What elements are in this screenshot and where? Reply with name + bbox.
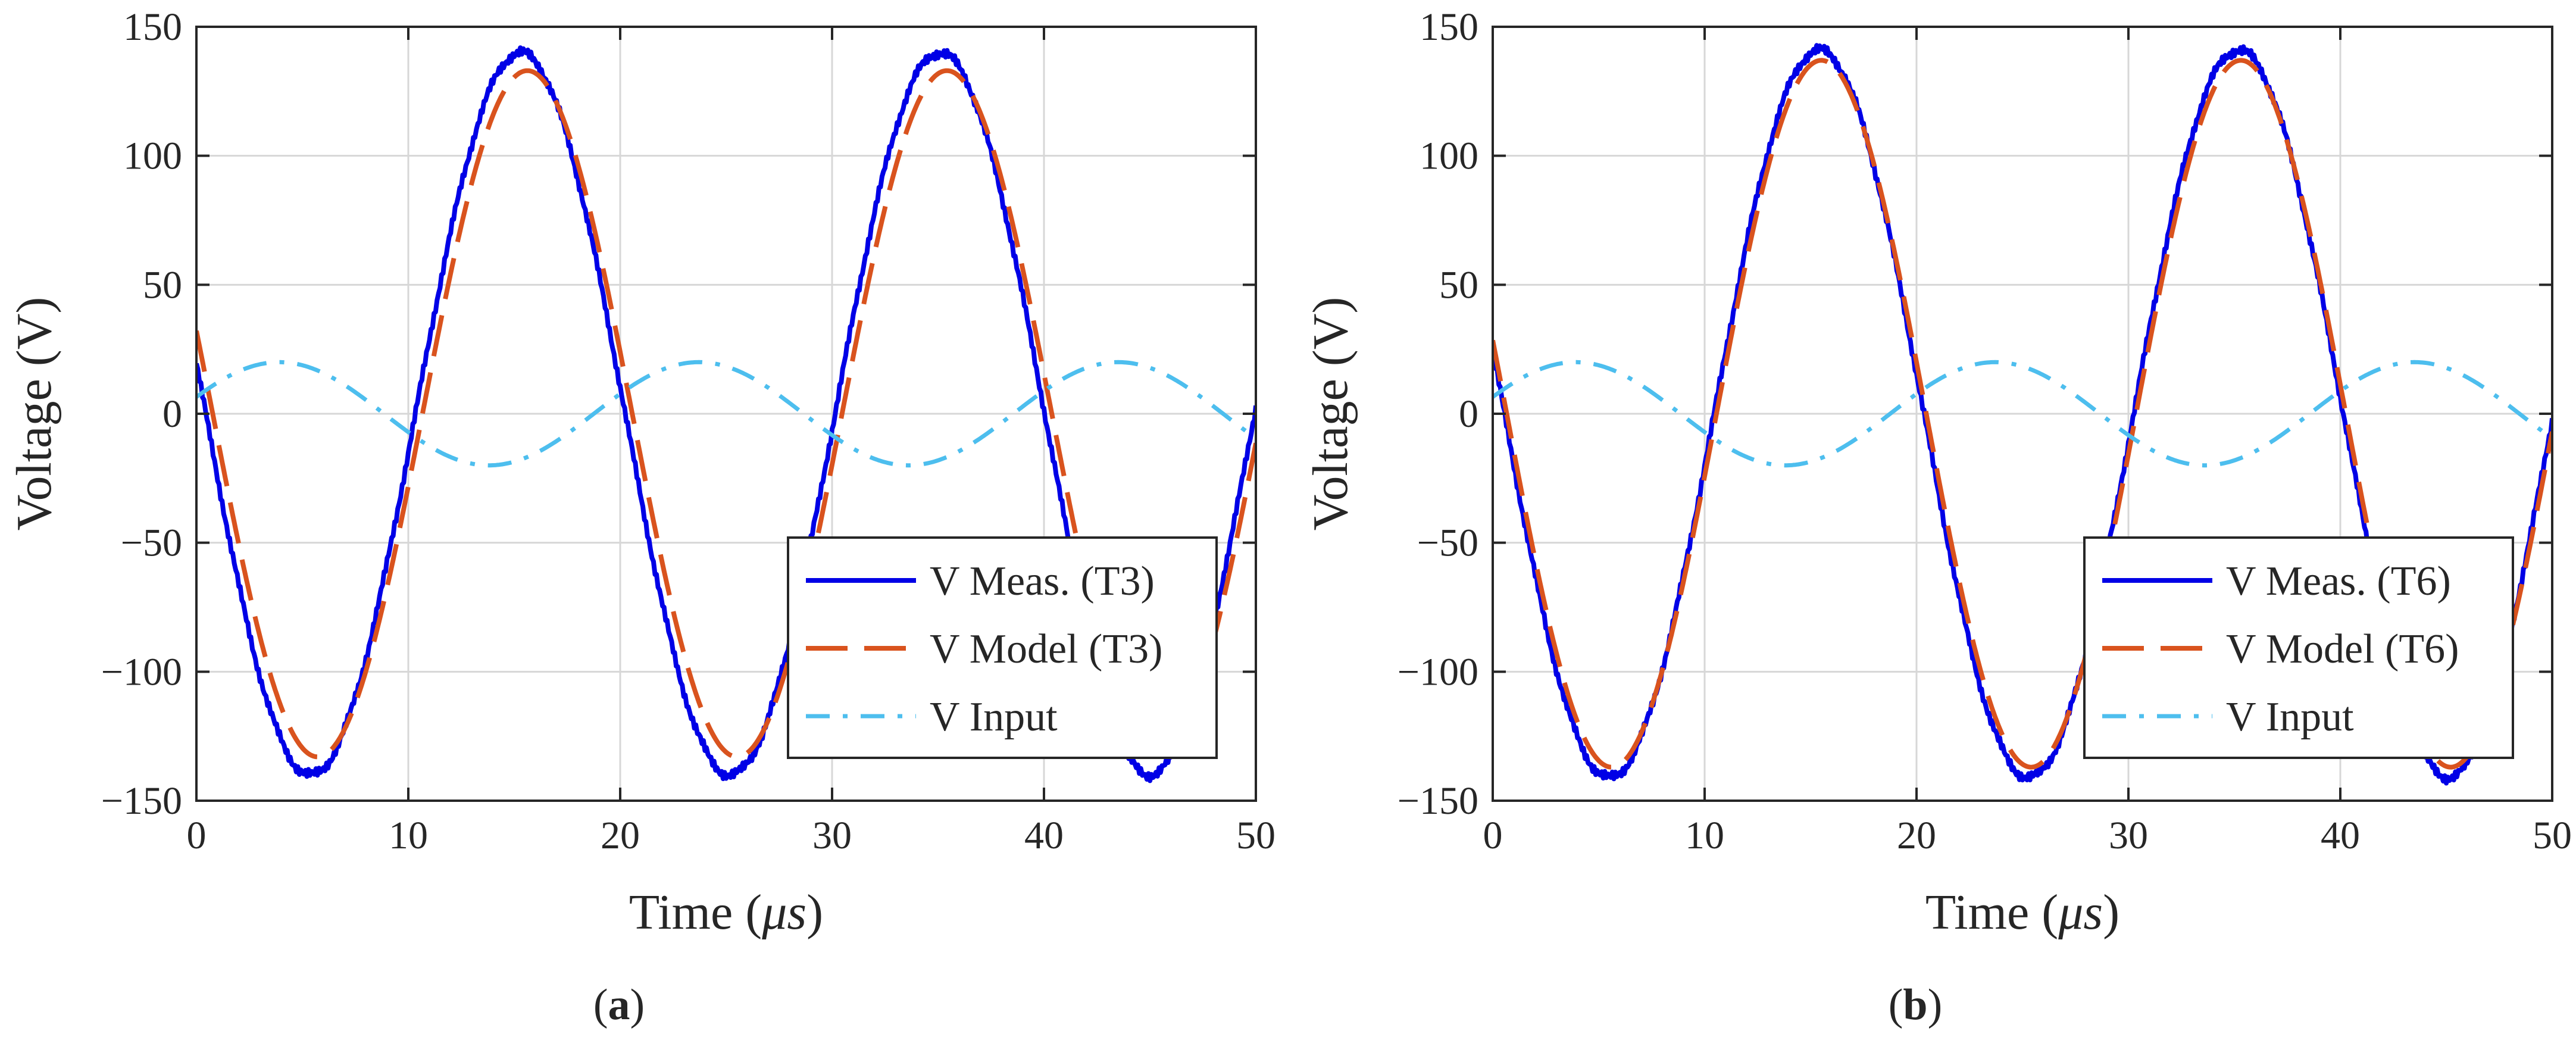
legend-entry: V Input xyxy=(2226,694,2354,740)
y-tick-label: −50 xyxy=(121,522,182,565)
panel-label-close: ) xyxy=(630,980,645,1029)
x-axis-title-suffix: ) xyxy=(806,885,823,940)
legend-entry: V Model (T6) xyxy=(2226,626,2459,672)
y-tick-label: 50 xyxy=(143,263,182,307)
series-line-dashdot xyxy=(1493,360,2552,468)
y-tick-label: −150 xyxy=(101,779,182,823)
panel-label-close: ) xyxy=(1928,980,1943,1029)
x-tick-label: 0 xyxy=(1483,814,1503,857)
y-axis-title: Voltage (V) xyxy=(1303,297,1358,531)
y-tick-label: −100 xyxy=(1398,650,1478,694)
y-tick-label: 0 xyxy=(1459,392,1478,436)
y-tick-label: 0 xyxy=(162,392,182,436)
panel-label: (a) xyxy=(593,980,645,1029)
x-tick-label: 50 xyxy=(2533,814,2572,857)
x-tick-label: 10 xyxy=(389,814,428,857)
series-line-dashdot xyxy=(196,360,1256,468)
x-tick-label: 40 xyxy=(1024,814,1064,857)
x-axis-title-suffix: ) xyxy=(2103,885,2119,940)
x-tick-label: 40 xyxy=(2321,814,2360,857)
y-tick-label: 100 xyxy=(123,135,182,178)
chart-panel-a: 0 10 20 30 40 50 150 100 50 0 −50 −100 −150 Time (μs)… xyxy=(7,5,1276,1029)
y-tick-label: 150 xyxy=(123,5,182,49)
legend-box xyxy=(787,536,1218,759)
x-axis-title-prefix: Time ( xyxy=(629,885,762,940)
y-tick-label: 150 xyxy=(1420,5,1478,49)
panel-label-letter: b xyxy=(1903,980,1927,1029)
x-axis-title: Time (μs) xyxy=(629,885,823,940)
x-axis-title-unit: μs xyxy=(761,885,806,940)
panel-label-open: ( xyxy=(1889,980,1903,1029)
x-axis-title: Time (μs) xyxy=(1925,885,2119,940)
y-tick-label: 100 xyxy=(1420,135,1478,178)
legend-entry: V Meas. (T3) xyxy=(930,558,1155,604)
x-tick-label: 20 xyxy=(601,814,640,857)
legend-box xyxy=(2083,536,2514,759)
x-tick-label: 10 xyxy=(1685,814,1724,857)
x-axis-title-prefix: Time ( xyxy=(1925,885,2058,940)
y-tick-label: −150 xyxy=(1398,779,1478,823)
panel-label-open: ( xyxy=(593,980,608,1029)
legend: V Meas. (T6) V Model (T6) V Input xyxy=(2083,536,2514,759)
x-axis-title-unit: μs xyxy=(2058,885,2103,940)
legend-entry: V Meas. (T6) xyxy=(2226,558,2451,604)
y-tick-label: −50 xyxy=(1417,522,1478,565)
x-tick-label: 20 xyxy=(1897,814,1936,857)
legend-entry: V Model (T3) xyxy=(930,626,1162,672)
panel-label: (b) xyxy=(1889,980,1942,1029)
x-tick-label: 30 xyxy=(812,814,852,857)
chart-panel-b: 0 10 20 30 40 50 150 100 50 0 −50 −100 −150 Time (μs)… xyxy=(1303,5,2572,1029)
y-tick-label: 50 xyxy=(1439,263,1478,307)
x-tick-label: 50 xyxy=(1236,814,1276,857)
x-tick-label: 0 xyxy=(187,814,207,857)
y-tick-label: −100 xyxy=(101,650,182,694)
legend: V Meas. (T3) V Model (T3) V Input xyxy=(787,536,1218,759)
y-axis-title: Voltage (V) xyxy=(7,297,62,531)
panel-label-letter: a xyxy=(608,980,630,1029)
x-tick-label: 30 xyxy=(2109,814,2148,857)
legend-entry: V Input xyxy=(930,694,1058,740)
